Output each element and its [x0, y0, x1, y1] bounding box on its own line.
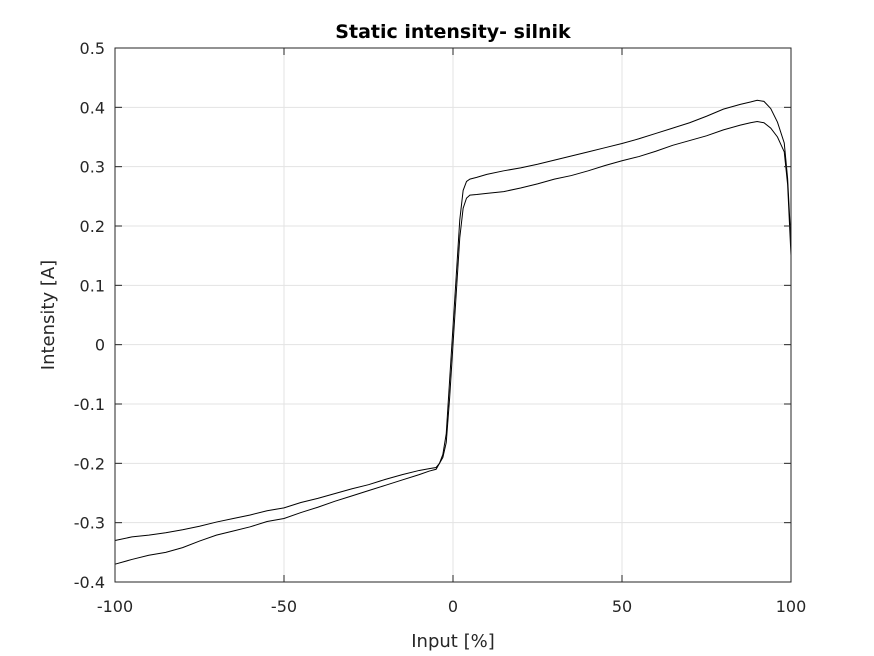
y-tick-label: 0.3 — [80, 158, 105, 177]
y-tick-label: 0.4 — [80, 98, 105, 117]
y-axis-label: Intensity [A] — [38, 260, 59, 370]
y-tick-label: 0.5 — [80, 39, 105, 58]
y-tick-label: 0.1 — [80, 276, 105, 295]
y-tick-label: 0 — [95, 336, 105, 355]
x-tick-label: 50 — [612, 597, 632, 616]
series-line-1 — [114, 99, 792, 541]
tick-labels: -100 -50 0 50 100 -0.4 -0.3 -0.2 -0.1 0 0.1 0.2 0.3 0… — [74, 39, 806, 616]
x-tick-label: 100 — [776, 597, 807, 616]
series-line-2 — [114, 121, 792, 565]
axes — [114, 47, 792, 583]
chart-title: Static intensity- silnik — [335, 21, 571, 43]
x-tick-label: -50 — [271, 597, 297, 616]
series-group — [114, 99, 792, 565]
y-tick-label: -0.3 — [74, 514, 105, 533]
x-tick-label: -100 — [97, 597, 133, 616]
y-tick-label: -0.4 — [74, 573, 105, 592]
y-tick-label: -0.2 — [74, 454, 105, 473]
y-tick-label: 0.2 — [80, 217, 105, 236]
x-axis-label: Input [%] — [411, 631, 494, 652]
x-tick-label: 0 — [448, 597, 458, 616]
y-tick-label: -0.1 — [74, 395, 105, 414]
